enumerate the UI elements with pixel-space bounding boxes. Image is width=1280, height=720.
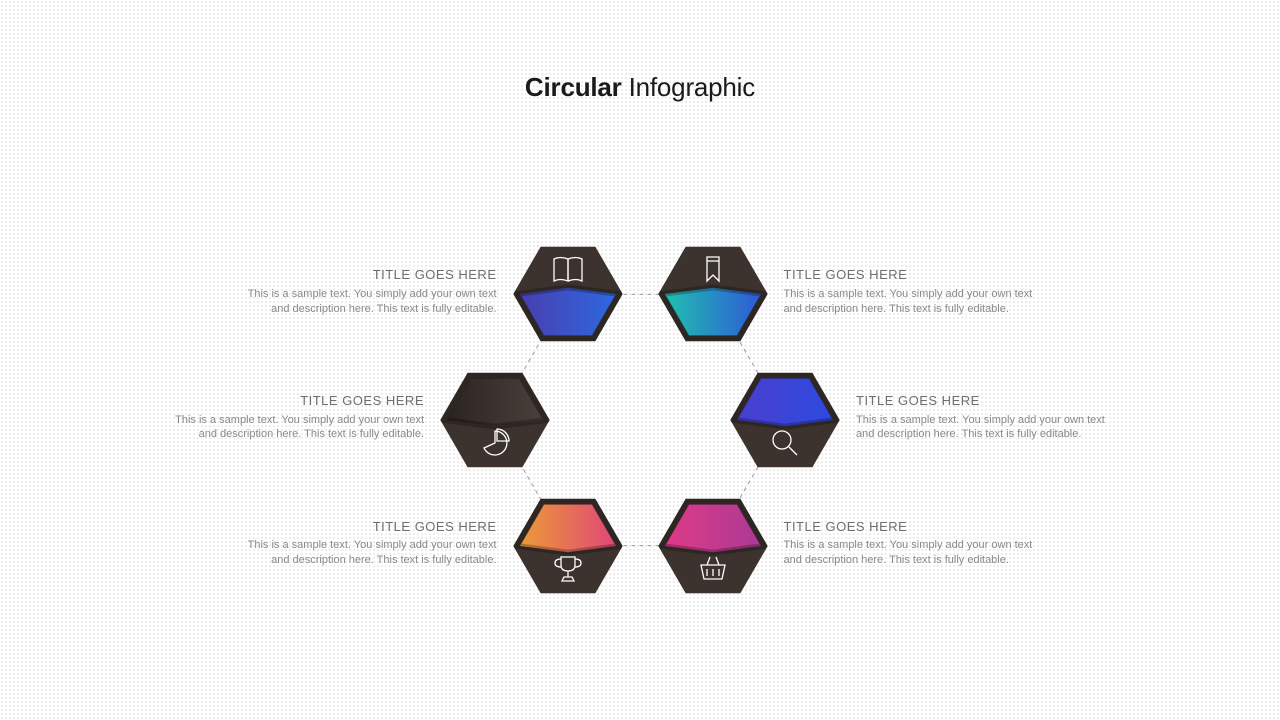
trophy-icon xyxy=(550,551,586,587)
node-text: TITLE GOES HERE This is a sample text. Y… xyxy=(174,392,424,442)
node-title: TITLE GOES HERE xyxy=(247,266,497,284)
node-desc: This is a sample text. You simply add yo… xyxy=(784,538,1034,568)
node-text: TITLE GOES HERE This is a sample text. Y… xyxy=(247,266,497,316)
node-desc: This is a sample text. You simply add yo… xyxy=(856,413,1106,443)
basket-icon xyxy=(695,551,731,587)
node-title: TITLE GOES HERE xyxy=(784,266,1034,284)
node-text: TITLE GOES HERE This is a sample text. Y… xyxy=(247,518,497,568)
node-desc: This is a sample text. You simply add yo… xyxy=(174,413,424,443)
node-desc: This is a sample text. You simply add yo… xyxy=(247,538,497,568)
node-text: TITLE GOES HERE This is a sample text. Y… xyxy=(784,266,1034,316)
node-text: TITLE GOES HERE This is a sample text. Y… xyxy=(784,518,1034,568)
node-desc: This is a sample text. You simply add yo… xyxy=(247,287,497,317)
node-title: TITLE GOES HERE xyxy=(784,518,1034,536)
pie-icon xyxy=(477,425,513,461)
node-desc: This is a sample text. You simply add yo… xyxy=(784,287,1034,317)
bookmark-icon xyxy=(695,253,731,289)
node-title: TITLE GOES HERE xyxy=(247,518,497,536)
diagram-stage: TITLE GOES HERE This is a sample text. Y… xyxy=(0,0,1280,720)
book-icon xyxy=(550,253,586,289)
node-title: TITLE GOES HERE xyxy=(856,392,1106,410)
search-icon xyxy=(767,425,803,461)
node-text: TITLE GOES HERE This is a sample text. Y… xyxy=(856,392,1106,442)
node-title: TITLE GOES HERE xyxy=(174,392,424,410)
